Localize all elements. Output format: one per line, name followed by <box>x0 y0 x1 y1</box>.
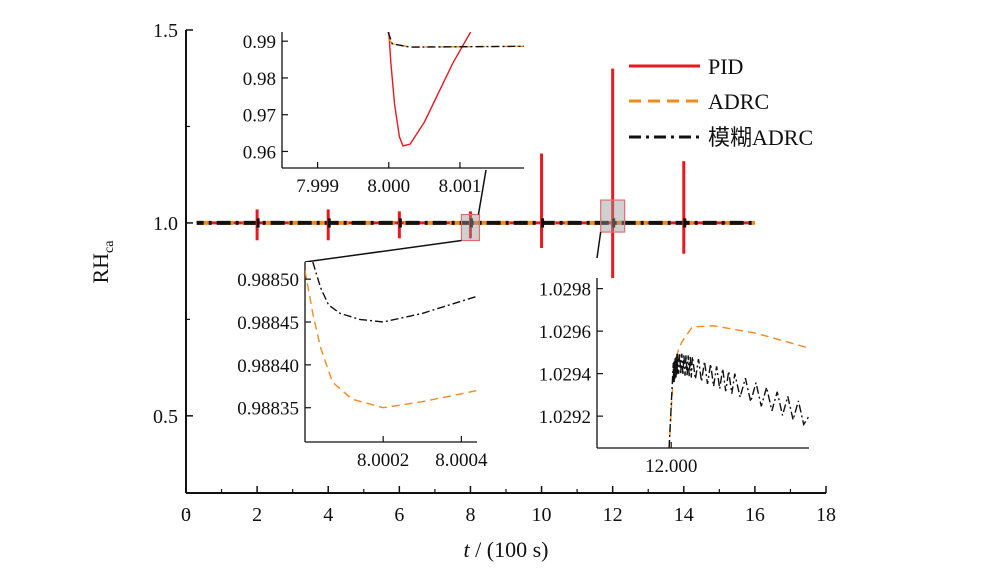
zoom-box-t8 <box>460 213 481 242</box>
inset-top: 7.999 8.000 8.001 0.96 0.97 0.98 0.99 <box>243 32 524 197</box>
inset-mid-x-tick-label: 8.0002 <box>357 450 409 471</box>
inset-right-y-tick-label: 1.0294 <box>539 365 592 386</box>
inset-mid-y-tick-label: 0.98850 <box>237 270 299 291</box>
x-tick-label: 18 <box>816 504 836 526</box>
legend-label-adrc: ADRC <box>708 89 769 114</box>
x-tick-label: 0 <box>181 504 191 526</box>
connector-line <box>477 169 487 215</box>
inset-top-x-tick-label: 8.001 <box>439 176 482 197</box>
inset-right-y-tick-label: 1.0298 <box>539 280 591 301</box>
inset-top-pid-curve <box>388 32 472 147</box>
main-series <box>196 68 755 297</box>
connector-line <box>596 231 602 259</box>
y-tick-label: 0.5 <box>153 406 178 428</box>
main-ticks: 0 2 4 6 8 10 12 14 16 18 0.5 1.0 1.5 <box>153 20 836 526</box>
inset-top-fuzzy-adrc-curve <box>387 32 524 48</box>
inset-right: 12.000 1.0292 1.0294 1.0296 1.0298 <box>539 278 809 477</box>
inset-top-y-tick-label: 0.96 <box>243 142 276 163</box>
zoom-marks <box>304 169 626 263</box>
inset-top-series <box>387 32 524 147</box>
inset-right-background <box>597 278 809 448</box>
x-tick-label: 4 <box>323 504 333 526</box>
inset-mid-fuzzy-adrc-curve <box>312 262 477 323</box>
inset-top-y-tick-label: 0.98 <box>243 69 276 90</box>
legend-label-pid: PID <box>708 54 743 79</box>
inset-top-y-tick-label: 0.97 <box>243 106 276 127</box>
y-tick-label: 1.5 <box>153 20 178 42</box>
y-tick-label: 1.0 <box>153 213 178 235</box>
x-tick-label: 6 <box>394 504 404 526</box>
y-axis-title: RHca <box>88 240 117 284</box>
inset-top-y-tick-label: 0.99 <box>243 32 276 53</box>
inset-right-y-tick-label: 1.0292 <box>539 407 591 428</box>
inset-right-y-tick-label: 1.0296 <box>539 322 591 343</box>
inset-mid: 8.0002 8.0004 0.98835 0.98840 0.98845 0.98850 <box>237 262 488 471</box>
inset-mid-x-tick-label: 8.0004 <box>435 450 488 471</box>
x-tick-label: 2 <box>252 504 262 526</box>
inset-top-x-tick-label: 8.000 <box>367 176 410 197</box>
inset-right-x-tick-label: 12.000 <box>645 456 697 477</box>
inset-right-series <box>668 325 809 448</box>
inset-mid-y-tick-label: 0.98845 <box>237 313 299 334</box>
inset-top-background <box>282 32 524 168</box>
zoom-box-t12 <box>600 199 626 233</box>
x-tick-label: 10 <box>532 504 552 526</box>
inset-top-x-tick-label: 7.999 <box>296 176 339 197</box>
x-tick-label: 16 <box>745 504 765 526</box>
legend-label-fuzzy-adrc: 模糊ADRC <box>708 125 813 150</box>
inset-mid-background <box>305 262 477 442</box>
x-tick-label: 12 <box>603 504 623 526</box>
inset-right-fuzzy-adrc-curve <box>668 352 809 448</box>
inset-mid-y-tick-label: 0.98840 <box>237 356 299 377</box>
x-tick-label: 14 <box>674 504 694 526</box>
inset-mid-y-tick-label: 0.98835 <box>237 399 299 420</box>
connector-line <box>304 239 462 263</box>
x-tick-label: 8 <box>465 504 475 526</box>
inset-mid-series <box>305 262 477 409</box>
x-axis-title: t / (100 s) <box>464 537 549 562</box>
legend: PID ADRC 模糊ADRC <box>629 54 813 150</box>
